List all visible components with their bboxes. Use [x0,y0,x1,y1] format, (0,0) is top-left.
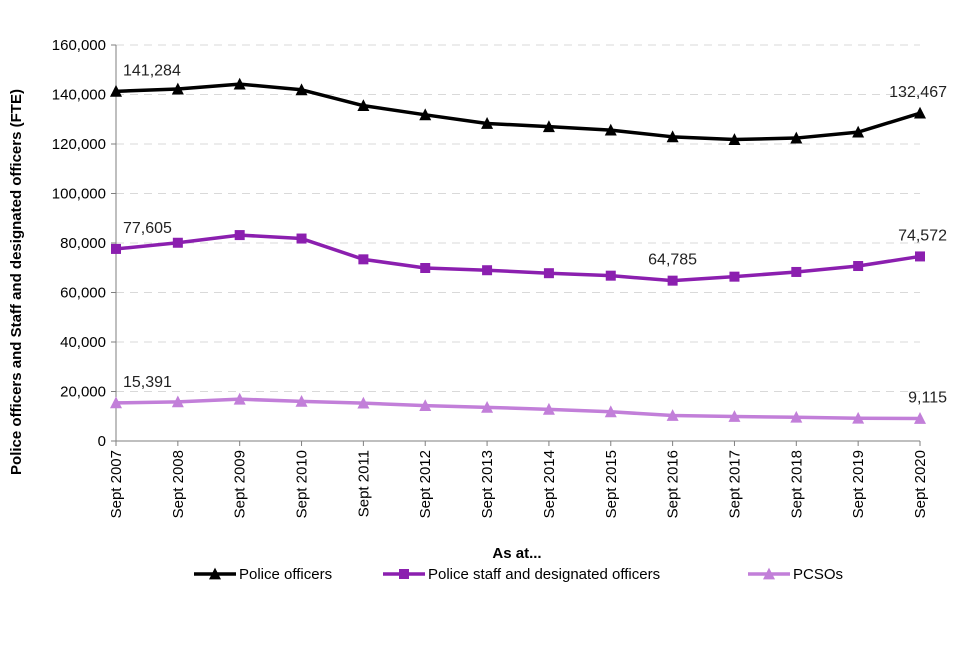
y-tick-label: 100,000 [52,186,106,203]
data-point [791,266,802,277]
data-label: 9,115 [908,389,947,406]
data-point [915,251,925,262]
data-point [914,106,926,119]
data-point [233,77,246,90]
data-point [420,262,431,273]
x-tick-label: Sept 2009 [232,450,249,518]
x-tick-label: Sept 2018 [788,450,805,518]
data-point [666,130,679,143]
data-point [543,268,554,279]
data-point [111,243,121,254]
gridlines [116,44,920,392]
x-tick-label: Sept 2007 [108,450,125,518]
data-point [914,412,926,424]
data-point [233,392,246,405]
legend-label: Police officers [239,566,332,583]
data-point [234,230,245,241]
legend-swatch-marker [209,567,221,580]
data-point [419,399,432,412]
data-point [358,254,369,265]
x-tick-label: Sept 2014 [541,450,558,518]
x-tick-label: Sept 2013 [479,450,496,518]
data-label: 77,605 [123,220,172,237]
data-point [481,117,494,129]
x-tick-label: Sept 2016 [665,450,682,518]
data-point [729,271,740,282]
x-tick-label: Sept 2008 [170,450,187,518]
y-tick-label: 80,000 [60,235,106,252]
y-tick-label: 160,000 [52,37,106,54]
x-tick-label: Sept 2012 [417,450,434,518]
data-label: 15,391 [123,374,172,391]
legend: Police officers Police staff and designat… [194,566,843,583]
x-tick-label: Sept 2015 [603,450,620,518]
data-point [171,82,184,95]
series-line [115,233,921,283]
data-point [852,411,865,424]
data-point [357,99,370,112]
x-tick-label: Sept 2010 [294,450,311,518]
data-label: 132,467 [889,84,947,101]
data-point [482,265,493,276]
data-point [542,120,555,133]
legend-entry: Police officers [194,566,332,583]
y-tick-label: 20,000 [60,384,106,401]
y-axis-title: Police officers and Staff and designated… [8,89,25,475]
data-point [666,409,679,421]
data-label: 141,284 [123,62,181,79]
data-labels: 141,284 132,467 77,605 64,785 74,572 15,391 9,… [123,62,947,406]
data-point [728,410,741,422]
data-point [172,237,183,248]
y-tick-label: 60,000 [60,285,106,302]
data-point [604,123,617,136]
legend-entry: PCSOs [748,566,843,583]
x-tick-label: Sept 2019 [850,450,867,518]
legend-swatch-marker [399,569,409,579]
data-point [295,83,308,96]
data-label: 64,785 [648,252,697,269]
data-point [171,395,184,408]
data-point [667,275,678,286]
series-line [115,397,921,421]
legend-label: Police staff and designated officers [428,566,660,583]
data-point [419,108,432,121]
series-line [115,82,921,142]
data-label: 74,572 [898,227,947,244]
data-point [604,405,617,418]
data-point [110,84,122,97]
data-point [852,125,865,138]
axes: 0 20,000 40,000 60,000 80,000 100,000 120,000 1… [52,37,929,518]
legend-label: PCSOs [793,566,843,583]
data-point [790,410,803,423]
data-point [790,131,803,144]
data-point [357,396,370,409]
y-tick-label: 120,000 [52,136,106,153]
data-point [605,270,616,281]
data-point [728,133,741,145]
series-police-staff-and-designated-officers [111,230,925,286]
series-lines [110,77,926,424]
data-point [853,261,864,272]
x-axis-title: As at... [492,545,541,562]
data-point [542,402,555,415]
x-tick-label: Sept 2017 [726,450,743,518]
y-tick-label: 40,000 [60,334,106,351]
data-point [296,233,307,244]
legend-swatch-marker [763,567,775,580]
x-tick-label: Sept 2020 [912,450,929,518]
series-police-officers [110,77,926,145]
data-point [295,395,308,407]
x-tick-label: Sept 2011 [355,450,372,517]
legend-entry: Police staff and designated officers [383,566,660,583]
y-tick-label: 140,000 [52,87,106,104]
data-point [481,400,494,413]
series-pcsos [110,392,926,424]
data-point [110,396,122,409]
y-tick-label: 0 [98,433,106,450]
